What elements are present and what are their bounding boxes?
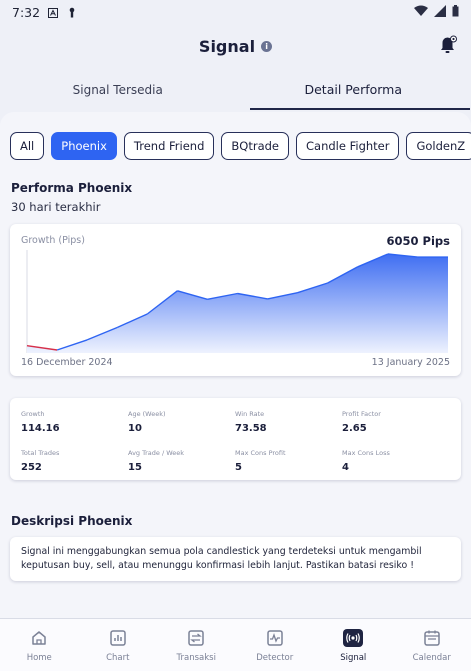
tab-bar: Signal Tersedia Detail Performa [0,75,471,111]
stat-label: Age (Week) [128,410,166,418]
nav-item-calendar[interactable]: Calendar [393,619,471,671]
stat-label: Growth [21,410,45,418]
stat-label: Total Trades [21,449,60,457]
stat-value: 10 [128,423,142,434]
chart-line-segment [267,292,298,300]
stat-age-week: Age (Week) 10 [128,410,228,434]
transaction-icon [187,629,205,647]
chart-line-segment [237,292,268,300]
filter-chip-bqtrade[interactable]: BQtrade [221,132,289,160]
status-bar: 7:32 [0,0,471,24]
chart-end-date: 13 January 2025 [371,357,450,368]
stat-value: 5 [235,462,242,473]
active-tab-indicator [250,108,470,110]
chart-line-segment [387,253,418,258]
chart-icon [109,629,127,647]
battery-level-icon [452,4,459,20]
detail-content: All Phoenix Trend Friend BQtrade Candle … [0,112,471,618]
battery-icon [433,4,447,20]
stats-card: Growth 114.16 Age (Week) 10 Win Rate 73.… [10,398,461,480]
stat-value: 114.16 [21,423,60,434]
stat-label: Max Cons Loss [342,449,390,457]
stat-value: 15 [128,462,142,473]
signal-filter-chips: All Phoenix Trend Friend BQtrade Candle … [10,132,471,160]
chart-start-date: 16 December 2024 [21,357,113,368]
app-header: Signal i [0,28,471,64]
notification-bell-icon[interactable] [437,34,459,56]
chart-axis-label: Growth (Pips) [21,235,85,246]
chart-line-segment [26,345,58,351]
performance-title: Performa Phoenix [11,181,133,195]
page-title: Signal [198,36,256,56]
stat-max-cons-loss: Max Cons Loss 4 [342,449,442,473]
status-time: 7:32 [12,4,41,20]
tab-detail-performa[interactable]: Detail Performa [304,82,403,97]
bottom-navigation: Home Chart Transaksi Detector Signal Cal… [0,618,471,671]
chart-line-segment [116,313,148,329]
stat-label: Win Rate [235,410,265,418]
nav-item-signal[interactable]: Signal [314,619,393,671]
nav-label: Chart [106,653,130,663]
chart-area-fill [27,254,448,353]
detector-icon [266,629,284,647]
home-icon [30,629,48,647]
stat-profit-factor: Profit Factor 2.65 [342,410,442,434]
nav-label: Calendar [412,653,451,663]
chart-line-segment [146,290,178,315]
nav-item-detector[interactable]: Detector [236,619,315,671]
stat-value: 2.65 [342,423,367,434]
chart-line-segment [327,266,359,284]
description-card: Signal ini menggabungkan semua pola cand… [10,537,461,581]
stat-avg-trade-week: Avg Trade / Week 15 [128,449,228,473]
filter-chip-all[interactable]: All [10,132,45,160]
stat-growth: Growth 114.16 [21,410,121,434]
filter-chip-phoenix[interactable]: Phoenix [51,132,117,160]
nav-label: Signal [340,653,367,663]
notification-icon [48,7,59,18]
stat-value: 4 [342,462,349,473]
stat-win-rate: Win Rate 73.58 [235,410,335,434]
nav-item-home[interactable]: Home [0,619,79,671]
growth-chart [26,250,448,353]
stat-value: 252 [21,462,42,473]
chart-line-segment [56,339,88,351]
stat-max-cons-profit: Max Cons Profit 5 [235,449,335,473]
growth-chart-card: Growth (Pips) 6050 Pips 16 December 2024… [10,224,461,376]
signal-icon [343,629,364,647]
stat-label: Profit Factor [342,410,381,418]
nav-label: Home [26,653,52,663]
info-icon[interactable]: i [261,40,273,52]
filter-chip-trend-friend[interactable]: Trend Friend [123,132,215,160]
tab-signal-tersedia[interactable]: Signal Tersedia [72,83,163,97]
stat-value: 73.58 [235,423,267,434]
nav-label: Transaksi [176,653,216,663]
stat-total-trades: Total Trades 252 [21,449,121,473]
filter-chip-goldenz[interactable]: GoldenZ [406,132,471,160]
chart-line-segment [86,326,118,341]
nav-label: Detector [256,653,294,663]
filter-chip-candle-fighter[interactable]: Candle Fighter [296,132,400,160]
chart-line-segment [207,292,238,300]
description-text: Signal ini menggabungkan semua pola cand… [21,546,422,571]
chart-line-segment [357,253,389,268]
nav-item-chart[interactable]: Chart [79,619,158,671]
description-title: Deskripsi Phoenix [11,514,133,528]
wifi-icon [414,5,428,19]
chart-total-value: 6050 Pips [386,234,450,248]
performance-period: 30 hari terakhir [11,200,101,214]
stat-label: Avg Trade / Week [128,449,185,457]
lock-icon [67,7,77,18]
chart-line-segment [177,290,208,300]
nav-item-transaksi[interactable]: Transaksi [157,619,236,671]
calendar-icon [423,629,441,647]
stat-label: Max Cons Profit [235,449,286,457]
chart-line-segment [297,282,328,294]
